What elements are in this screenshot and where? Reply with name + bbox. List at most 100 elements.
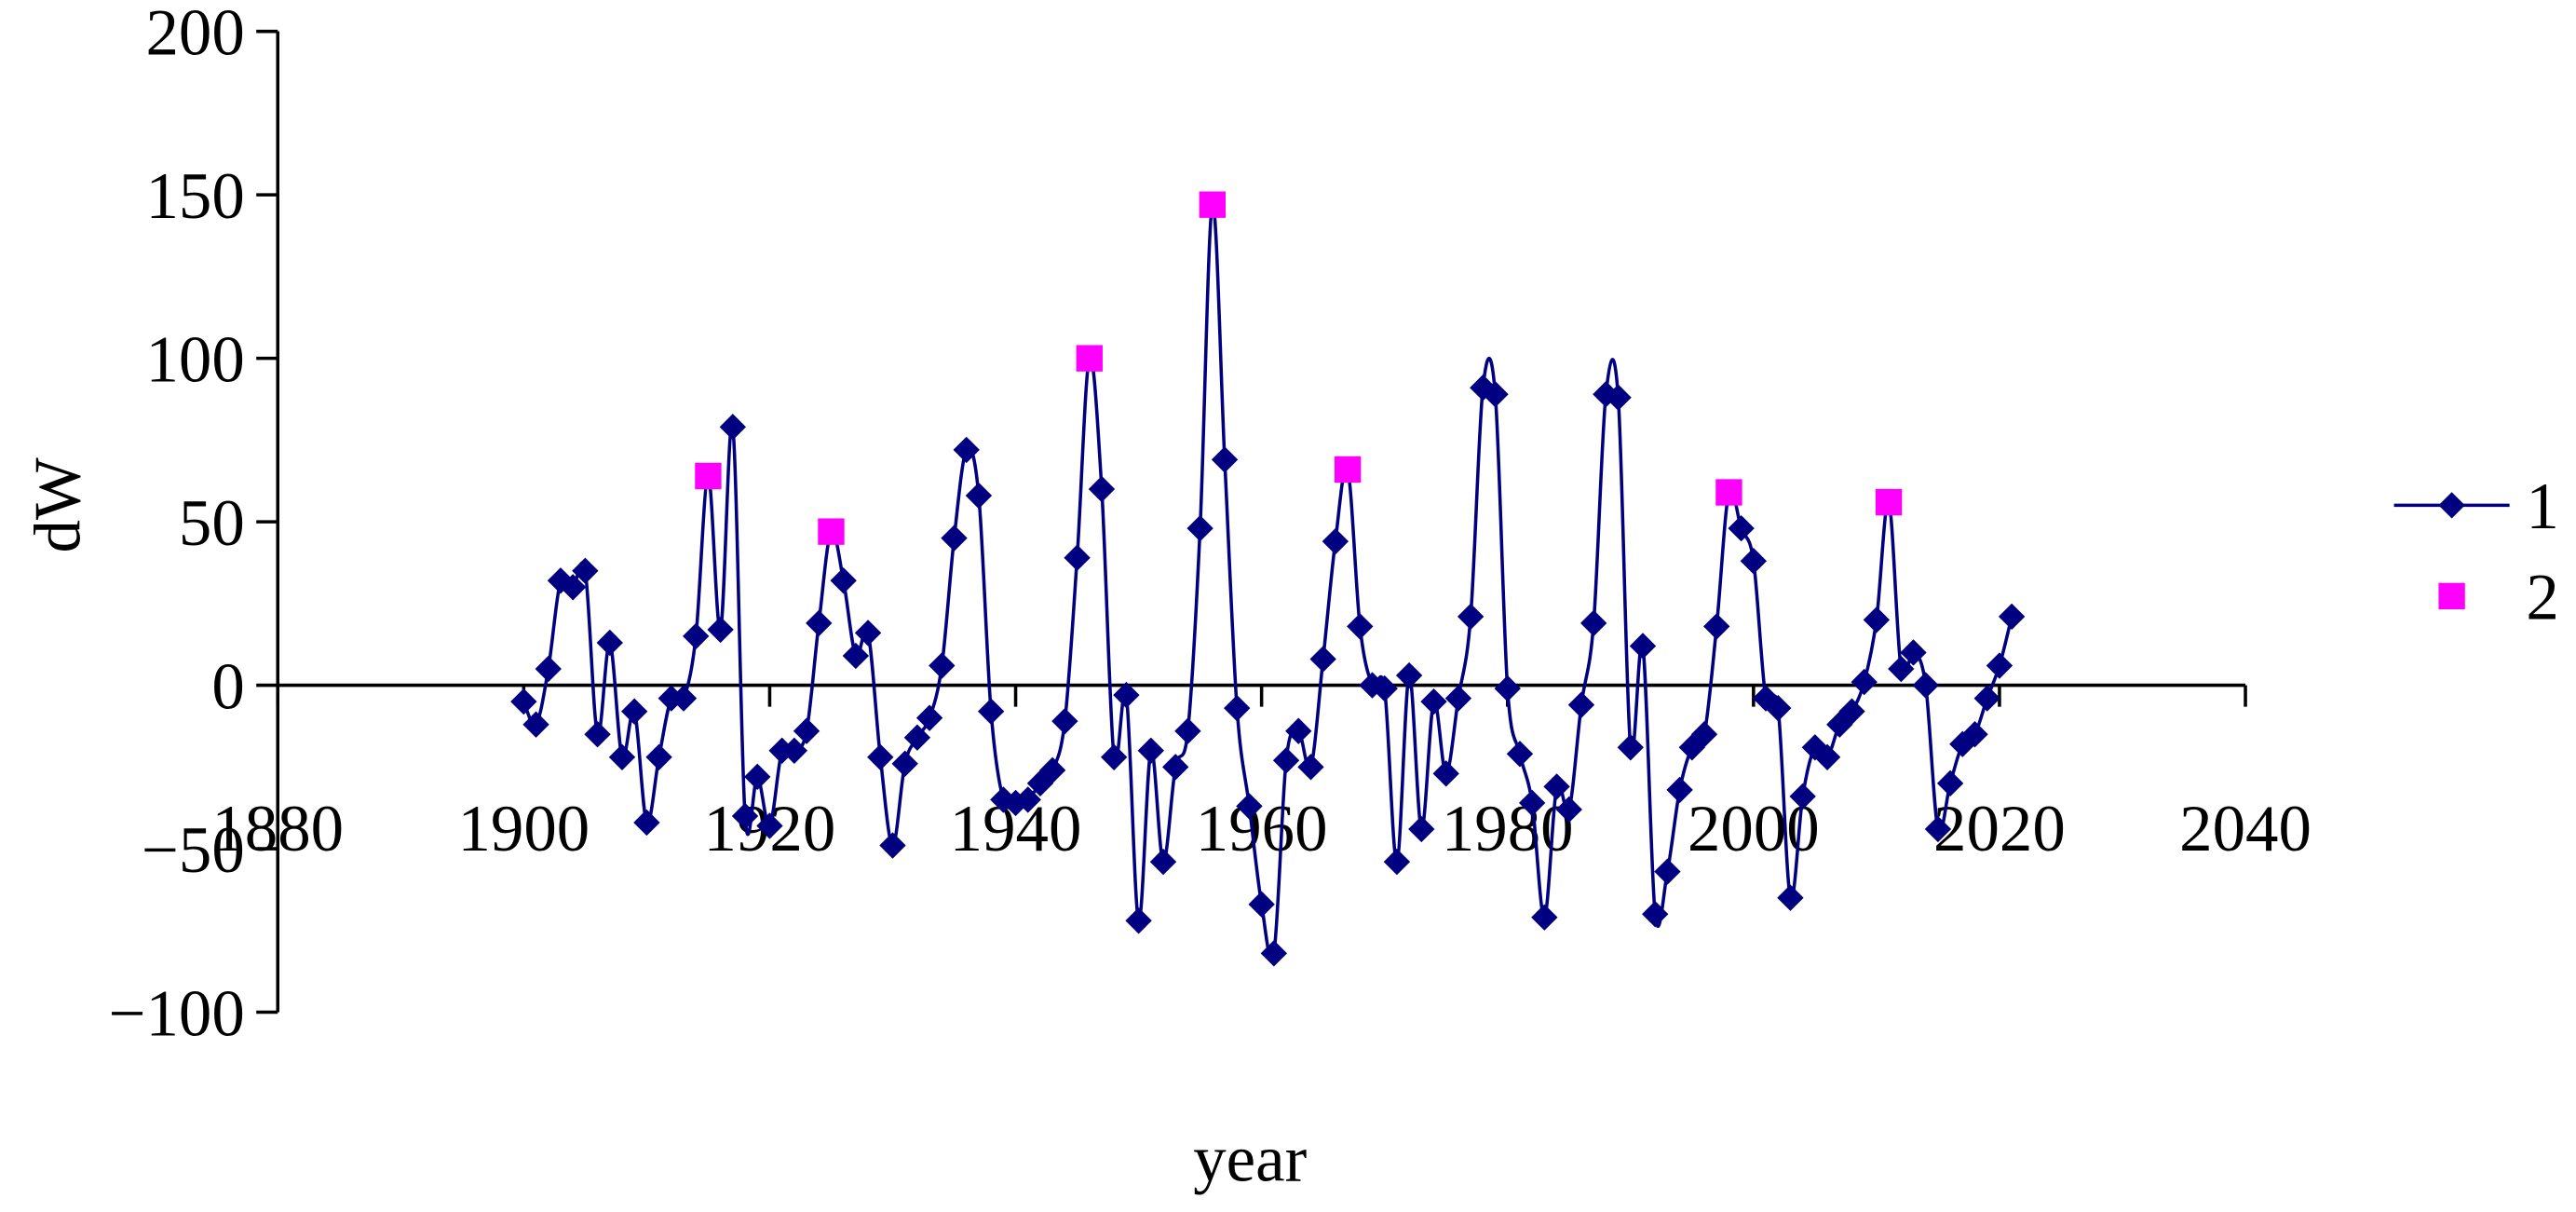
data-point: [1851, 668, 1878, 696]
y-tick-label: 0: [211, 650, 244, 723]
data-point: [1101, 743, 1128, 770]
data-point: [854, 620, 882, 647]
x-tick-label: 1960: [1196, 793, 1328, 865]
data-point: [1224, 694, 1251, 722]
data-point: [1137, 737, 1164, 764]
data-point: [941, 524, 968, 552]
y-tick-label: 50: [179, 487, 245, 560]
data-point: [1309, 646, 1336, 673]
data-point: [1064, 544, 1091, 571]
data-point: [1642, 901, 1669, 928]
data-point: [1777, 884, 1804, 911]
data-point: [903, 724, 931, 751]
data-point: [683, 622, 710, 650]
data-point: [879, 832, 906, 859]
data-point: [965, 482, 993, 510]
data-point: [695, 462, 722, 490]
legend-label: 1: [2526, 470, 2558, 543]
y-tick-label: −50: [142, 814, 245, 887]
data-point: [1334, 456, 1362, 483]
data-point: [645, 743, 672, 770]
data-point: [1432, 760, 1459, 787]
data-point: [1051, 708, 1078, 735]
data-point: [1703, 613, 1730, 640]
data-point: [842, 642, 870, 670]
data-point: [744, 763, 771, 791]
data-point: [1076, 345, 1103, 372]
y-tick-label: 100: [145, 323, 244, 396]
data-point: [1297, 754, 1324, 781]
data-point: [510, 688, 537, 715]
data-point: [621, 698, 648, 725]
data-point: [1912, 672, 1939, 699]
data-point: [1162, 754, 1189, 781]
y-axis-label: dW: [22, 457, 95, 552]
data-point: [1444, 685, 1472, 712]
data-point: [1617, 734, 1644, 761]
data-point: [1383, 848, 1411, 876]
data-point: [1715, 479, 1742, 506]
data-point: [1494, 674, 1521, 702]
data-point: [1567, 691, 1595, 718]
legend-label: 2: [2526, 562, 2558, 634]
data-point: [1420, 688, 1447, 715]
data-point: [1998, 603, 2026, 631]
data-point: [1125, 907, 1152, 934]
data-point: [1579, 609, 1607, 637]
data-point: [1457, 603, 1485, 631]
data-point: [1555, 796, 1582, 824]
data-point: [1666, 776, 1693, 804]
data-point: [1900, 639, 1927, 666]
data-point: [707, 616, 734, 644]
data-point: [818, 518, 845, 545]
data-point: [1174, 717, 1201, 744]
data-point: [929, 652, 956, 679]
data-point: [1285, 717, 1312, 744]
data-point: [1260, 940, 1288, 967]
data-point: [806, 609, 833, 637]
data-point: [608, 743, 636, 770]
data-point: [1149, 848, 1177, 876]
y-tick-label: 150: [145, 160, 244, 233]
y-tick-label: −100: [108, 977, 244, 1050]
data-point: [1875, 488, 1903, 516]
data-point: [1248, 891, 1275, 918]
data-point: [1322, 527, 1349, 555]
data-point: [915, 704, 943, 731]
data-point: [891, 750, 918, 777]
data-point: [1654, 858, 1681, 885]
data-point: [1936, 769, 1964, 797]
data-point: [953, 436, 980, 464]
legend-marker: [2438, 582, 2465, 610]
data-point: [1199, 191, 1227, 218]
x-axis-label: year: [1193, 1123, 1307, 1195]
data-point: [1506, 741, 1534, 768]
data-point: [1728, 514, 1755, 542]
x-tick-label: 1900: [457, 793, 590, 865]
data-point: [1973, 685, 2000, 712]
data-point: [522, 711, 549, 738]
data-point: [1038, 756, 1066, 784]
data-point: [1961, 721, 1988, 748]
data-point: [633, 809, 660, 837]
data-point: [596, 629, 623, 657]
data-point: [535, 655, 562, 683]
data-point: [867, 743, 894, 770]
data-point: [1740, 548, 1768, 575]
legend-marker: [2438, 492, 2465, 519]
data-point: [977, 698, 1005, 725]
data-point: [1272, 747, 1300, 774]
data-point: [584, 721, 611, 748]
x-tick-label: 2040: [2179, 793, 2312, 865]
x-tick-label: 1880: [211, 793, 344, 865]
data-point: [1186, 514, 1213, 542]
data-point: [1690, 721, 1718, 748]
data-point: [1408, 815, 1435, 843]
data-point: [1605, 384, 1632, 411]
data-point: [1838, 698, 1865, 725]
data-point: [1986, 652, 2013, 679]
data-point: [1863, 606, 1891, 633]
data-point: [1629, 633, 1657, 660]
data-point: [1347, 613, 1374, 640]
data-point: [1088, 475, 1116, 503]
